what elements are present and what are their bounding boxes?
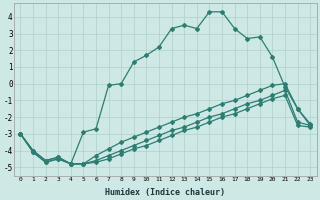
X-axis label: Humidex (Indice chaleur): Humidex (Indice chaleur) bbox=[105, 188, 225, 197]
